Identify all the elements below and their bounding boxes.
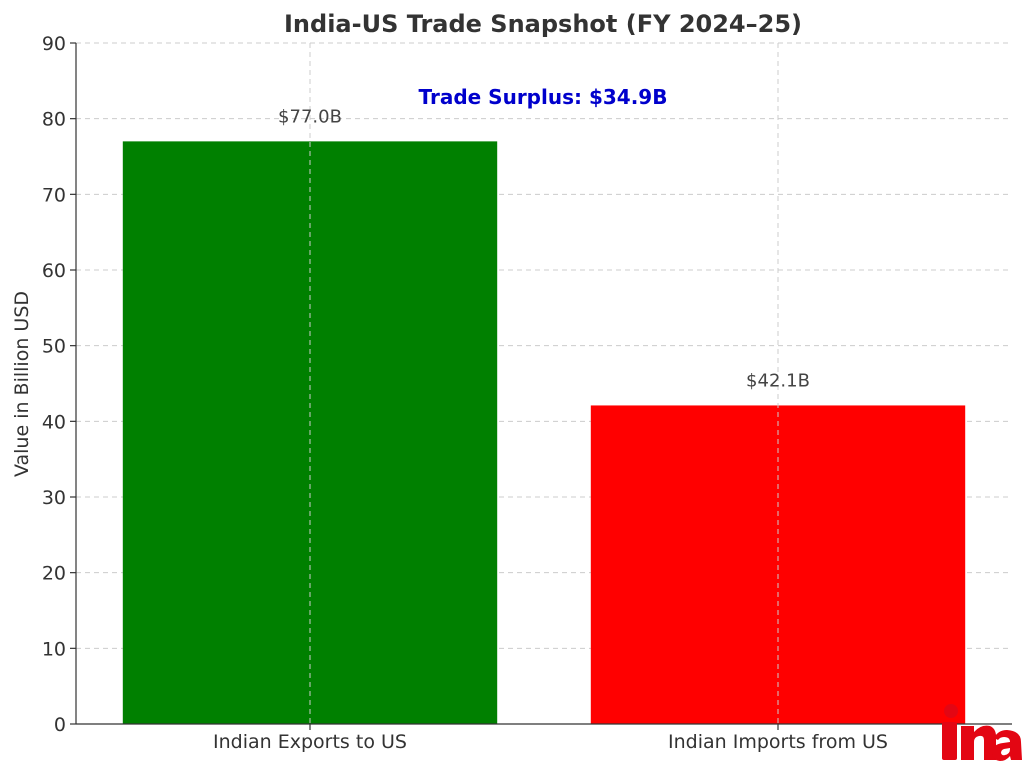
y-tick-label: 90 (42, 33, 66, 55)
bar-value-label: $42.1B (746, 370, 810, 391)
axes (70, 42, 1012, 730)
y-tick-label: 30 (42, 487, 66, 509)
y-tick-label: 10 (42, 638, 66, 660)
labels: 0 10 20 30 40 50 60 70 80 90 $77.0B Indian Exports … (42, 33, 888, 753)
y-tick-label: 20 (42, 563, 66, 585)
y-tick-label: 0 (54, 714, 66, 736)
trade-surplus-annotation: Trade Surplus: $34.9B (419, 85, 668, 109)
y-tick-label: 70 (42, 184, 66, 206)
x-tick-label: Indian Imports from US (668, 731, 888, 753)
x-tick-label: Indian Exports to US (213, 731, 407, 753)
y-tick-label: 50 (42, 336, 66, 358)
y-axis-label: Value in Billion USD (11, 291, 33, 477)
bar-value-label: $77.0B (278, 106, 342, 127)
y-tick-label: 40 (42, 411, 66, 433)
y-tick-label: 60 (42, 260, 66, 282)
bars (122, 141, 966, 724)
ina-logo (942, 704, 1022, 761)
y-tick-label: 80 (42, 109, 66, 131)
chart-title: India-US Trade Snapshot (FY 2024–25) (284, 10, 802, 38)
